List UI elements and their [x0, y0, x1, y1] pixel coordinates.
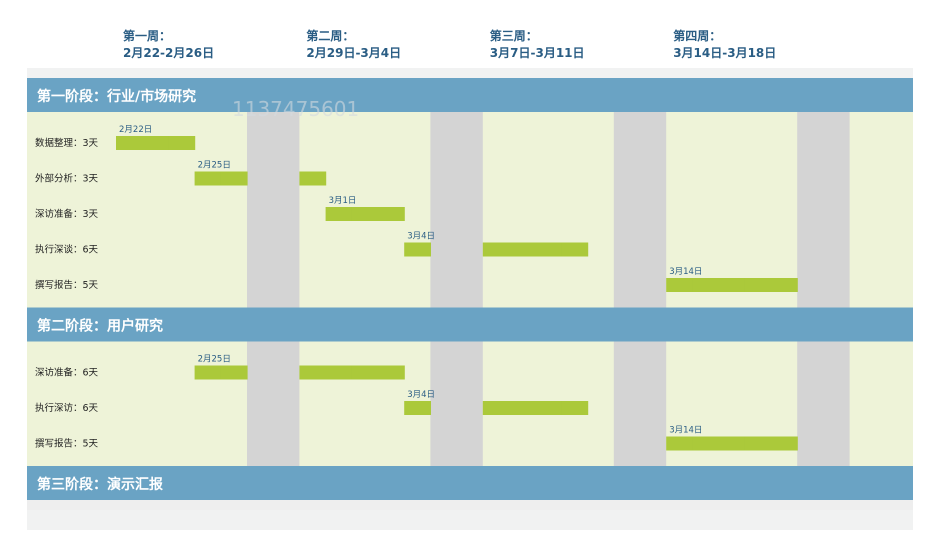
task-bar	[220, 365, 248, 380]
weekend-column	[797, 112, 850, 308]
weekend-column	[613, 112, 667, 308]
week-header-range: 2月29日-3月4日	[306, 46, 401, 60]
task-bar	[482, 242, 510, 257]
task-bar	[351, 365, 379, 380]
weekend-column	[430, 341, 483, 466]
task-label: 深访准备：6天	[35, 367, 99, 379]
weekend-column	[613, 341, 667, 466]
task-bar	[509, 242, 536, 257]
task-bar	[299, 171, 327, 186]
task-bar	[692, 436, 720, 451]
task-bar	[535, 242, 562, 257]
task-bar	[325, 207, 353, 221]
task-bar	[194, 365, 222, 380]
week-header-title: 第三周：	[490, 28, 538, 43]
week-header-range: 2月22-2月26日	[123, 46, 214, 60]
task-bar	[771, 436, 798, 451]
phase-title: 第二阶段：用户研究	[37, 318, 163, 335]
task-label: 撰写报告：5天	[35, 279, 99, 291]
task-bar	[378, 365, 405, 380]
phase-band	[27, 307, 913, 342]
phase-band	[27, 78, 913, 112]
week-header-title: 第二周：	[306, 28, 354, 43]
week-header-range: 3月7日-3月11日	[490, 46, 585, 60]
task-start-date: 3月4日	[407, 232, 435, 242]
section-footer	[27, 500, 913, 510]
task-start-date: 3月1日	[329, 196, 357, 206]
week-headers: 第一周： 2月22-2月26日 第二周： 2月29日-3月4日 第三周： 3月7日-3月1…	[123, 28, 776, 60]
task-bar	[482, 401, 510, 415]
week-header-title: 第四周：	[673, 28, 721, 43]
task-start-date: 2月22日	[119, 125, 152, 135]
weekday-weekend-columns	[27, 112, 913, 510]
task-bar	[666, 278, 693, 292]
task-bar	[718, 278, 746, 292]
task-bar	[142, 136, 169, 150]
task-bar	[404, 242, 431, 257]
phase-title: 第三阶段：演示汇报	[37, 476, 163, 493]
task-start-date: 3月14日	[669, 426, 702, 436]
task-bar	[692, 278, 720, 292]
task-bar	[744, 278, 772, 292]
task-bar	[404, 401, 431, 415]
task-bar	[378, 207, 405, 221]
task-label: 深访准备：3天	[35, 208, 99, 220]
task-label: 数据整理：3天	[35, 137, 99, 149]
task-bar	[666, 436, 693, 451]
task-bar	[351, 207, 379, 221]
task-start-date: 3月4日	[407, 390, 435, 400]
task-label: 执行深访：6天	[35, 402, 99, 414]
task-bar	[299, 365, 327, 380]
task-bar	[116, 136, 143, 150]
task-bar	[325, 365, 353, 380]
task-bar	[509, 401, 536, 415]
weekend-column	[797, 341, 850, 466]
task-label: 执行深谈：6天	[35, 244, 99, 256]
week-header-title: 第一周：	[123, 28, 171, 43]
task-bar	[771, 278, 798, 292]
label-column-bg	[27, 112, 116, 308]
watermark: 1137475601	[232, 97, 359, 121]
task-start-date: 3月14日	[669, 267, 702, 277]
phase-band	[27, 466, 913, 500]
week-header-range: 3月14日-3月18日	[673, 46, 776, 60]
task-bar	[744, 436, 772, 451]
task-start-date: 2月25日	[198, 161, 231, 171]
task-label: 外部分析：3天	[35, 173, 99, 185]
task-bar	[718, 436, 746, 451]
task-start-date: 2月25日	[198, 355, 231, 365]
task-bar	[561, 401, 589, 415]
task-rows: 数据整理：3天2月22日外部分析：3天2月25日深访准备：3天3月1日执行深谈：…	[35, 125, 798, 451]
weekend-column	[430, 112, 483, 308]
weekend-column	[247, 112, 300, 308]
weekend-column	[247, 341, 300, 466]
phase-title: 第一阶段：行业/市场研究	[37, 88, 196, 105]
task-bar	[168, 136, 196, 150]
task-label: 撰写报告：5天	[35, 438, 99, 450]
label-column-bg	[27, 341, 116, 466]
task-bar	[220, 171, 248, 186]
task-bar	[194, 171, 222, 186]
task-bar	[561, 242, 589, 257]
task-bar	[535, 401, 562, 415]
